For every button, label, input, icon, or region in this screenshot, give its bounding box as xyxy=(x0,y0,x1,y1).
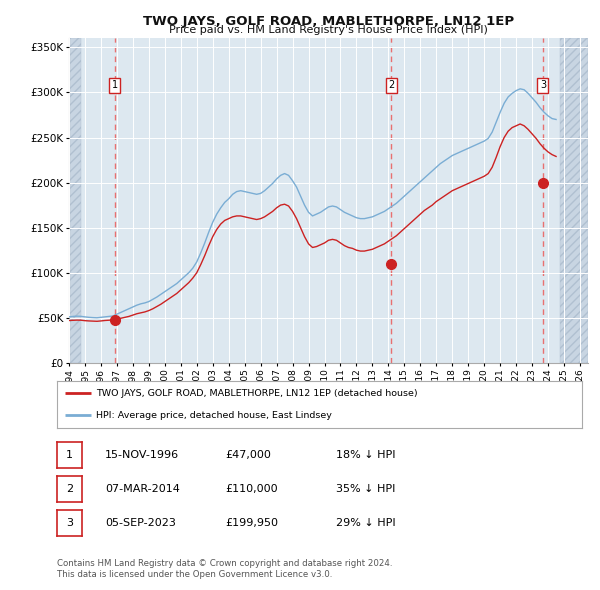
Text: 1: 1 xyxy=(66,450,73,460)
Text: 35% ↓ HPI: 35% ↓ HPI xyxy=(336,484,395,494)
Text: This data is licensed under the Open Government Licence v3.0.: This data is licensed under the Open Gov… xyxy=(57,571,332,579)
Text: £110,000: £110,000 xyxy=(225,484,278,494)
Text: 2: 2 xyxy=(66,484,73,494)
Text: £199,950: £199,950 xyxy=(225,519,278,528)
Text: 2: 2 xyxy=(388,80,394,90)
Text: HPI: Average price, detached house, East Lindsey: HPI: Average price, detached house, East… xyxy=(97,411,332,419)
Text: TWO JAYS, GOLF ROAD, MABLETHORPE, LN12 1EP: TWO JAYS, GOLF ROAD, MABLETHORPE, LN12 1… xyxy=(143,15,514,28)
Text: 05-SEP-2023: 05-SEP-2023 xyxy=(105,519,176,528)
Text: 3: 3 xyxy=(66,519,73,528)
Text: 15-NOV-1996: 15-NOV-1996 xyxy=(105,450,179,460)
Text: TWO JAYS, GOLF ROAD, MABLETHORPE, LN12 1EP (detached house): TWO JAYS, GOLF ROAD, MABLETHORPE, LN12 1… xyxy=(97,389,418,398)
Text: 3: 3 xyxy=(540,80,546,90)
Text: 07-MAR-2014: 07-MAR-2014 xyxy=(105,484,180,494)
Text: Price paid vs. HM Land Registry's House Price Index (HPI): Price paid vs. HM Land Registry's House … xyxy=(169,25,488,35)
Text: 29% ↓ HPI: 29% ↓ HPI xyxy=(336,519,395,528)
Text: £47,000: £47,000 xyxy=(225,450,271,460)
Text: 1: 1 xyxy=(112,80,118,90)
Text: Contains HM Land Registry data © Crown copyright and database right 2024.: Contains HM Land Registry data © Crown c… xyxy=(57,559,392,568)
Text: 18% ↓ HPI: 18% ↓ HPI xyxy=(336,450,395,460)
